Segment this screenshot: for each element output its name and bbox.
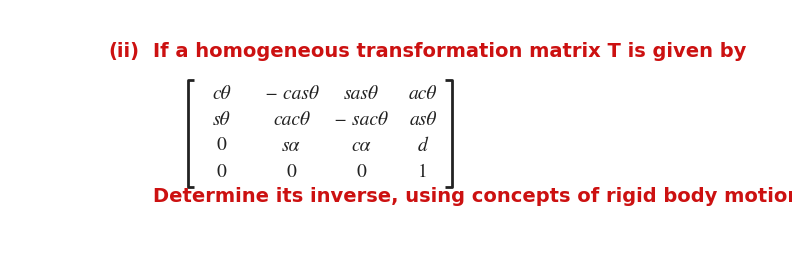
Text: cacθ: cacθ bbox=[273, 110, 310, 129]
Text: sα: sα bbox=[282, 136, 300, 155]
Text: sasθ: sasθ bbox=[344, 84, 378, 103]
Text: − sacθ: − sacθ bbox=[334, 110, 387, 129]
Text: Determine its inverse, using concepts of rigid body motion: Determine its inverse, using concepts of… bbox=[153, 187, 792, 206]
Text: 0: 0 bbox=[286, 163, 296, 181]
Text: 1: 1 bbox=[418, 163, 428, 181]
Text: If a homogeneous transformation matrix T is given by: If a homogeneous transformation matrix T… bbox=[153, 42, 747, 61]
Text: acθ: acθ bbox=[409, 84, 437, 103]
Text: − casθ: − casθ bbox=[265, 84, 318, 103]
Text: d: d bbox=[418, 136, 428, 155]
Text: 0: 0 bbox=[216, 137, 227, 154]
Text: cα: cα bbox=[352, 136, 371, 155]
Text: cθ: cθ bbox=[212, 84, 230, 103]
Text: asθ: asθ bbox=[409, 110, 436, 129]
Text: sθ: sθ bbox=[213, 110, 230, 129]
Text: 0: 0 bbox=[216, 163, 227, 181]
Text: 0: 0 bbox=[356, 163, 366, 181]
Text: (ii): (ii) bbox=[109, 42, 139, 61]
